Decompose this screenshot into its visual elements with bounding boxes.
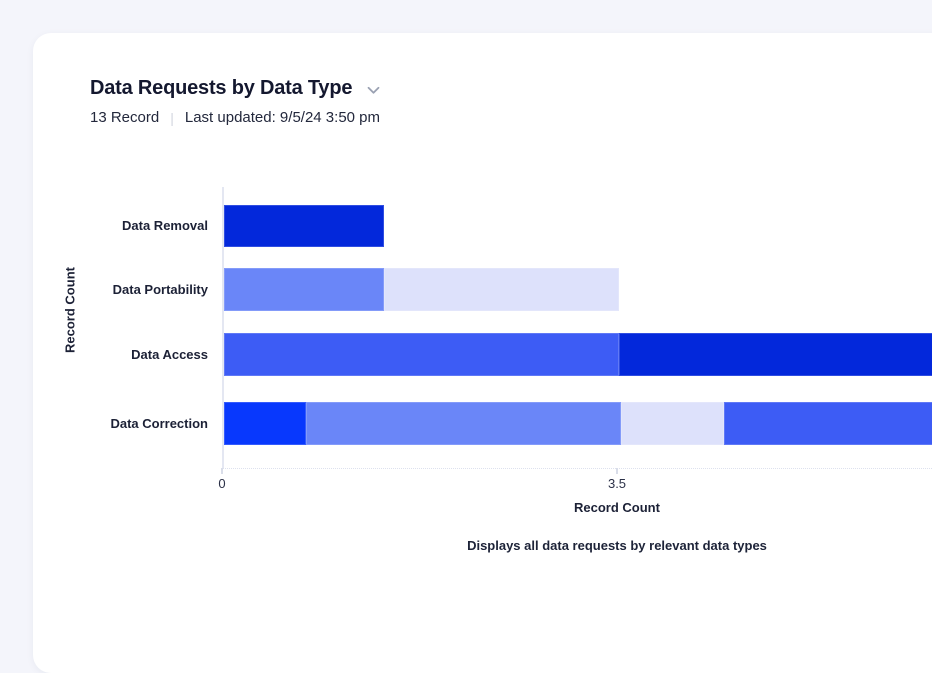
bar-segment[interactable] [224,205,385,247]
bar-chart-plot: 0 3.5 [218,187,932,491]
last-updated-text: Last updated: 9/5/24 3:50 pm [184,109,381,126]
subtitle-divider: | [170,109,174,126]
bar-segment[interactable] [619,333,932,376]
chart-header: Data Requests by Data Type 13 Record | L… [90,77,380,126]
bar-row [224,402,932,445]
bar-segment[interactable] [224,333,619,376]
bar-segment[interactable] [224,402,307,445]
bar-row [224,205,385,247]
chart-caption: Displays all data requests by relevant d… [467,538,767,553]
chart-subtitle: 13 Record | Last updated: 9/5/24 3:50 pm [90,109,380,126]
x-tick-label: 3.5 [607,476,627,491]
chart-card: Data Requests by Data Type 13 Record | L… [33,33,932,673]
bar-segment[interactable] [224,268,385,311]
y-axis-label: Record Count [62,267,78,353]
category-label: Data Portability [112,281,208,297]
bar-segment[interactable] [621,402,724,445]
bar-segment[interactable] [306,402,622,445]
bar-segment[interactable] [723,402,932,445]
category-label: Data Removal [122,218,208,233]
bar-segment[interactable] [384,268,619,311]
page-title: Data Requests by Data Type [90,77,353,99]
bar-row [224,268,619,311]
x-tick-mark [616,468,618,474]
y-axis-line [222,187,224,468]
chevron-down-icon[interactable] [367,86,380,95]
x-tick-mark [221,468,223,474]
x-axis-label: Record Count [574,500,660,515]
x-axis-line [222,468,932,469]
bar-row [224,333,932,376]
record-count-text: 13 Record [90,109,160,126]
category-label: Data Access [131,346,208,362]
category-label: Data Correction [110,415,208,431]
x-tick-label: 0 [218,476,226,491]
